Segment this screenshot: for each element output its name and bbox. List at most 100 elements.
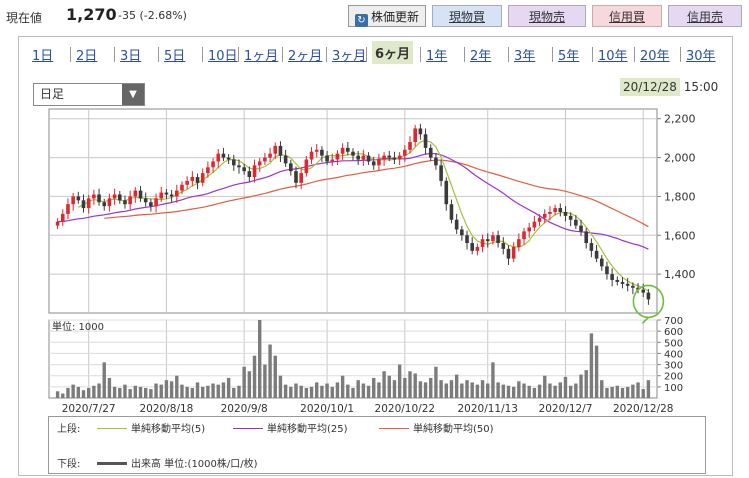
volume-bar [247, 371, 252, 398]
period-separator [282, 47, 283, 62]
period-tab-6[interactable]: 2ヶ月 [288, 49, 323, 64]
period-tab-8[interactable]: 6ヶ月 [372, 41, 414, 64]
volume-bar [449, 380, 454, 398]
volume-bar [594, 345, 599, 398]
candle-body [221, 153, 226, 158]
candle-body [92, 194, 96, 199]
candle-body [66, 204, 70, 214]
candle-interval-select[interactable]: 日足 ▼ [33, 83, 145, 106]
volume-bar [159, 384, 163, 398]
volume-bar [92, 385, 96, 398]
last-price-highlight-tail [641, 316, 649, 324]
volume-bar [123, 384, 127, 398]
volume-bar [232, 387, 236, 398]
period-tab-13[interactable]: 10年 [598, 49, 628, 64]
period-tab-0[interactable]: 1日 [32, 49, 54, 64]
period-tab-1[interactable]: 2日 [76, 49, 98, 64]
candle-body [403, 149, 407, 156]
candle-body [242, 167, 246, 172]
candle-body [599, 258, 604, 267]
legend-ma25: 単純移動平均(25) [233, 420, 348, 435]
period-separator [680, 47, 681, 62]
period-tab-7[interactable]: 3ヶ月 [332, 49, 367, 64]
volume-bar [195, 382, 200, 398]
volume-tick-label: 600 [664, 327, 683, 338]
candle-body [527, 227, 532, 232]
volume-bar [392, 380, 397, 398]
volume-bar [537, 384, 542, 398]
candle-body [485, 239, 490, 242]
period-tab-2[interactable]: 3日 [120, 49, 142, 64]
period-separator [552, 47, 553, 62]
spot-sell-button[interactable]: 現物売 [508, 5, 586, 27]
volume-bar [76, 386, 81, 398]
candle-body [299, 173, 303, 183]
candle-body [283, 155, 288, 164]
period-separator [420, 47, 421, 62]
volume-bar [351, 387, 355, 398]
volume-bar [605, 387, 609, 398]
legend-volume: 出来高 単位:(1000株/口/枚) [97, 455, 258, 470]
current-price-label: 現在値 [6, 11, 43, 25]
volume-bar [61, 393, 65, 398]
candle-body [174, 190, 179, 197]
period-tab-9[interactable]: 1年 [426, 49, 448, 64]
volume-bar [522, 383, 526, 398]
period-tab-4[interactable]: 10日 [208, 49, 238, 64]
volume-bar [486, 383, 490, 398]
margin-sell-button[interactable]: 信用売 [668, 5, 742, 27]
volume-bar [154, 383, 158, 398]
candle-body [392, 157, 397, 160]
x-tick-label: 2020/12/7 [539, 403, 593, 415]
volume-bar [382, 371, 386, 398]
volume-bar [403, 377, 407, 398]
volume-bar [252, 355, 257, 398]
period-tab-10[interactable]: 2年 [470, 49, 492, 64]
candle-body [558, 208, 563, 212]
volume-bar [356, 380, 360, 398]
candle-body [351, 151, 355, 156]
candle-body [117, 194, 122, 201]
volume-bar [201, 386, 205, 398]
period-tab-11[interactable]: 3年 [514, 49, 536, 64]
volume-bar [242, 366, 246, 398]
period-tab-3[interactable]: 5日 [164, 49, 186, 64]
candle-body [169, 194, 174, 197]
period-tab-15[interactable]: 30年 [686, 49, 716, 64]
volume-bar [206, 385, 210, 398]
margin-buy-button[interactable]: 信用買 [592, 5, 662, 27]
volume-bar [574, 383, 578, 398]
period-separator [634, 47, 635, 62]
spot-buy-button[interactable]: 現物買 [432, 5, 502, 27]
volume-bar [361, 383, 366, 398]
candle-body [449, 204, 454, 220]
candle-body [138, 190, 143, 199]
volume-bar [133, 385, 138, 398]
candle-body [397, 155, 402, 160]
volume-bar [138, 386, 143, 398]
candle-body [76, 196, 81, 201]
period-tab-14[interactable]: 20年 [640, 49, 670, 64]
candle-body [211, 161, 215, 168]
volume-bar [283, 384, 288, 398]
volume-bar [325, 383, 329, 398]
volume-bar [641, 389, 645, 398]
candle-body [71, 196, 75, 205]
period-tab-12[interactable]: 5年 [558, 49, 580, 64]
volume-bar [309, 386, 314, 398]
chevron-down-icon: ▼ [122, 84, 144, 105]
period-separator [158, 47, 159, 62]
candle-body [123, 200, 127, 205]
candle-body [428, 147, 433, 158]
volume-bar [335, 382, 340, 398]
candle-body [563, 211, 568, 216]
refresh-price-button[interactable]: ↻ 株価更新 [348, 5, 426, 27]
candle-body [335, 153, 340, 160]
candle-body [444, 180, 449, 205]
volume-bar [454, 374, 459, 398]
period-tab-5[interactable]: 1ヶ月 [244, 49, 279, 64]
volume-bar [506, 385, 511, 398]
candle-body [413, 128, 417, 143]
volume-bar [563, 376, 568, 398]
period-separator [508, 47, 509, 62]
